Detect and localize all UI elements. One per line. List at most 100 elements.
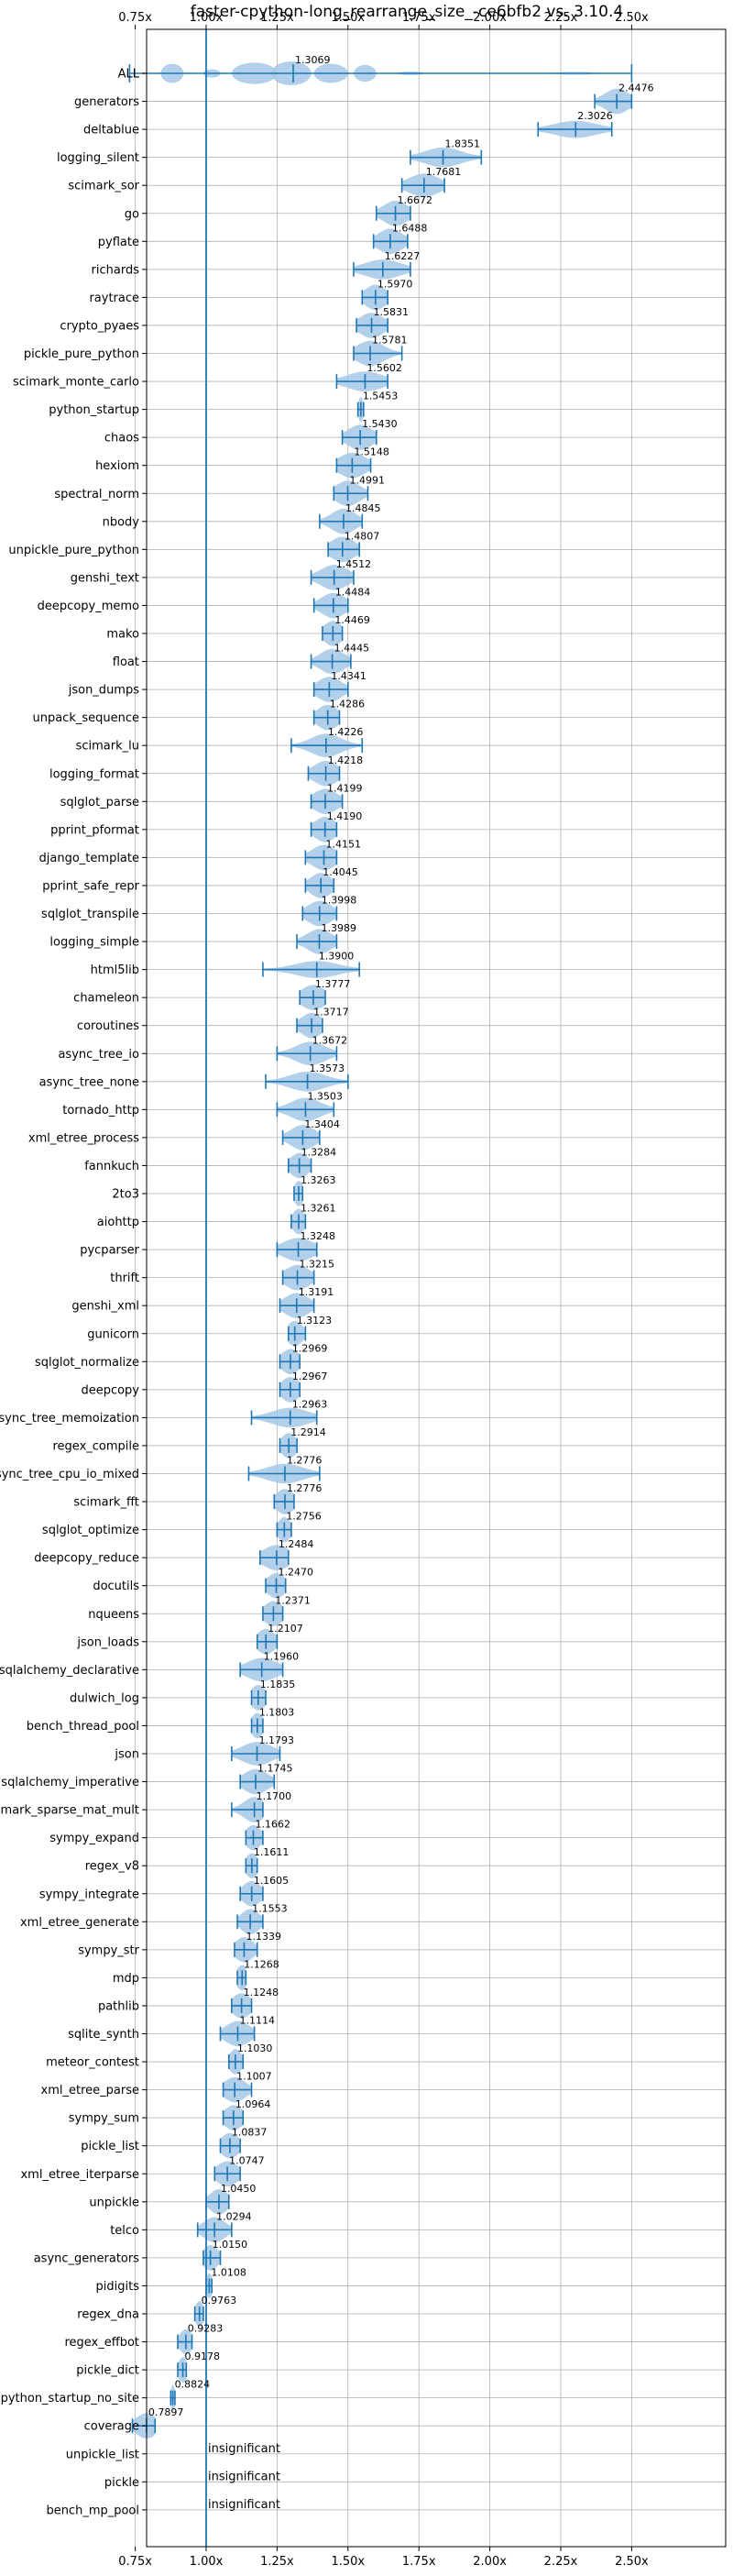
tick-label-top: 1.75x	[402, 11, 436, 25]
category-label: sympy_sum	[69, 2112, 139, 2126]
category-label: sqlglot_optimize	[42, 1524, 139, 1537]
tick-label-bottom: 2.25x	[544, 2555, 578, 2569]
value-label: 1.2914	[290, 1426, 326, 1438]
category-label: aiohttp	[97, 1216, 139, 1229]
category-label: generators	[74, 95, 139, 109]
category-label: 2to3	[112, 1188, 139, 1202]
value-label: 1.4190	[327, 810, 363, 822]
value-label: 2.3026	[577, 110, 613, 122]
category-label: logging_simple	[49, 936, 139, 950]
category-label: regex_v8	[85, 1860, 139, 1874]
value-label: 1.0837	[232, 2127, 268, 2139]
value-label: 1.0964	[235, 2098, 271, 2110]
category-label: regex_effbot	[64, 2336, 139, 2350]
value-label: 1.1803	[259, 1706, 295, 1718]
category-label: json_loads	[76, 1635, 139, 1649]
value-label: 0.7897	[148, 2406, 184, 2418]
value-label: 1.2969	[292, 1342, 328, 1354]
value-label: 1.1745	[257, 1763, 293, 1775]
category-label: raytrace	[89, 292, 139, 305]
value-label: 1.3284	[301, 1146, 337, 1158]
chart-title: faster-cpython-long_rearrange_size_-ce6b…	[191, 3, 623, 21]
value-label: 1.0294	[216, 2210, 252, 2222]
value-label: 1.5831	[374, 306, 410, 318]
category-label: fannkuch	[84, 1160, 139, 1173]
value-label: 1.2967	[292, 1371, 328, 1382]
category-label: async_generators	[34, 2251, 140, 2265]
insignificant-label: insignificant	[208, 2470, 280, 2483]
category-label: nbody	[103, 515, 140, 529]
category-label: logging_silent	[57, 151, 139, 165]
value-label: 1.3215	[300, 1259, 335, 1271]
value-label: 1.4045	[323, 866, 358, 878]
value-label: 1.5148	[354, 446, 389, 458]
value-label: 1.3672	[312, 1034, 348, 1046]
category-label: pathlib	[98, 1999, 139, 2013]
category-label: deltablue	[83, 124, 139, 138]
category-label: richards	[92, 263, 140, 277]
category-label: sympy_str	[78, 1943, 139, 1957]
category-label: pyflate	[98, 236, 139, 249]
value-label: 1.4469	[334, 614, 370, 626]
category-label: sympy_integrate	[39, 1888, 139, 1901]
value-label: 1.1268	[244, 1958, 279, 1970]
value-label: 1.3998	[322, 895, 357, 907]
category-label: mako	[106, 628, 139, 642]
tick-label-top: 2.50x	[615, 11, 649, 25]
category-label: chameleon	[73, 992, 139, 1006]
category-label: unpickle_list	[66, 2448, 139, 2461]
value-labels: 1.3069 2.4476 2.3026 1.8351 1.7681 1.6672 1.64…	[148, 54, 654, 2512]
value-label: 1.0150	[213, 2239, 247, 2251]
tick-label-top: 1.00x	[190, 11, 224, 25]
category-label: deepcopy	[81, 1383, 139, 1397]
category-label: async_tree_none	[39, 1075, 139, 1089]
category-label: ALL	[118, 68, 140, 82]
category-label: pidigits	[96, 2280, 140, 2294]
value-label: 1.3263	[301, 1174, 336, 1186]
value-label: 0.8824	[175, 2379, 211, 2391]
value-label: 1.2776	[287, 1455, 323, 1467]
value-label: 1.4226	[328, 726, 364, 738]
value-label: 1.1662	[255, 1819, 290, 1831]
value-label: 1.4218	[328, 754, 364, 766]
category-label: json_dumps	[68, 684, 139, 698]
category-label: float	[113, 655, 139, 669]
value-label: 2.4476	[618, 83, 654, 94]
value-label: 1.4484	[335, 586, 371, 598]
category-label: telco	[110, 2224, 139, 2238]
value-label: 1.1835	[260, 1679, 296, 1690]
category-label: python_startup	[49, 403, 139, 417]
value-label: 1.2776	[287, 1482, 323, 1494]
value-label: 1.1700	[257, 1790, 292, 1802]
value-label: 1.1611	[254, 1846, 290, 1858]
category-label: unpickle	[89, 2196, 139, 2209]
category-label: json	[114, 1748, 139, 1762]
category-label: crypto_pyaes	[60, 319, 139, 333]
value-label: 0.9763	[202, 2295, 237, 2306]
value-label: 1.6227	[385, 250, 421, 262]
category-label: dulwich_log	[70, 1691, 139, 1705]
value-label: 1.4199	[327, 782, 363, 794]
value-label: 1.3069	[295, 54, 331, 66]
value-label: 1.2371	[275, 1594, 311, 1606]
category-label: sqlalchemy_imperative	[1, 1776, 139, 1789]
tick-label-bottom: 1.75x	[402, 2555, 436, 2569]
value-label: 1.3248	[301, 1230, 336, 1242]
category-label: scimark_monte_carlo	[13, 376, 139, 390]
value-label: 1.4845	[345, 502, 381, 514]
category-label: xml_etree_generate	[20, 1916, 139, 1930]
category-label: tornado_http	[62, 1104, 139, 1117]
tick-label-bottom: 0.75x	[118, 2555, 152, 2569]
category-label: thrift	[110, 1271, 139, 1285]
category-label: unpickle_pure_python	[8, 544, 139, 557]
category-label: pycparser	[80, 1244, 139, 1258]
category-label: go	[125, 207, 139, 221]
category-label: gunicorn	[87, 1327, 139, 1341]
value-label: 1.6672	[398, 194, 433, 206]
value-label: 1.3573	[310, 1062, 345, 1074]
category-label: coroutines	[77, 1019, 139, 1033]
value-label: 1.1114	[239, 2015, 275, 2027]
category-label: logging_format	[49, 767, 139, 781]
category-label: meteor_contest	[46, 2056, 139, 2070]
